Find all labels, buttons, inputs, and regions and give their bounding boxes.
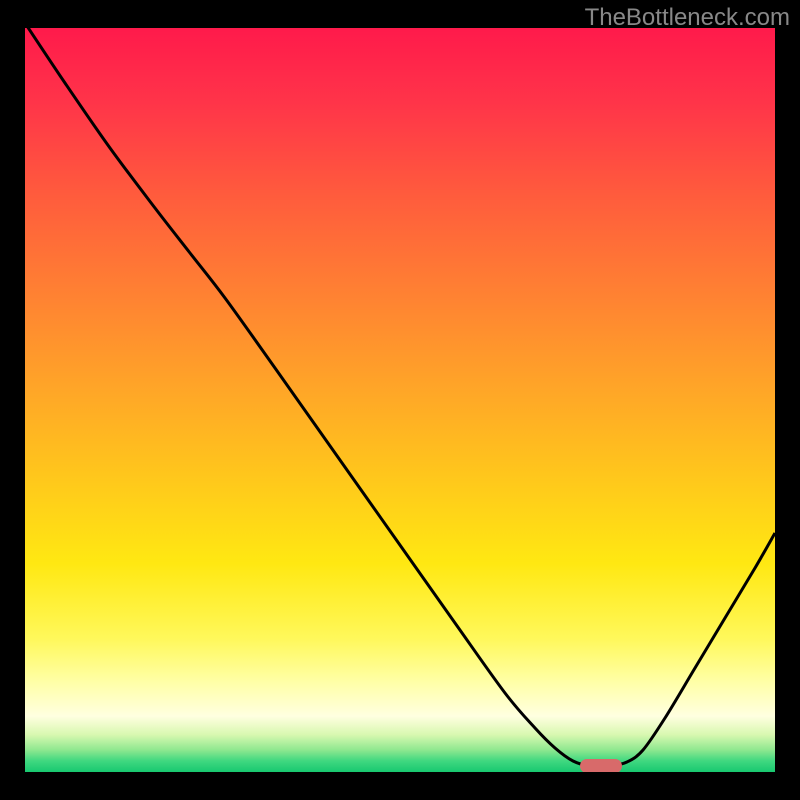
bottleneck-curve [25,28,775,772]
optimal-marker [580,759,622,772]
plot-area [25,28,775,772]
watermark-text: TheBottleneck.com [585,4,790,32]
